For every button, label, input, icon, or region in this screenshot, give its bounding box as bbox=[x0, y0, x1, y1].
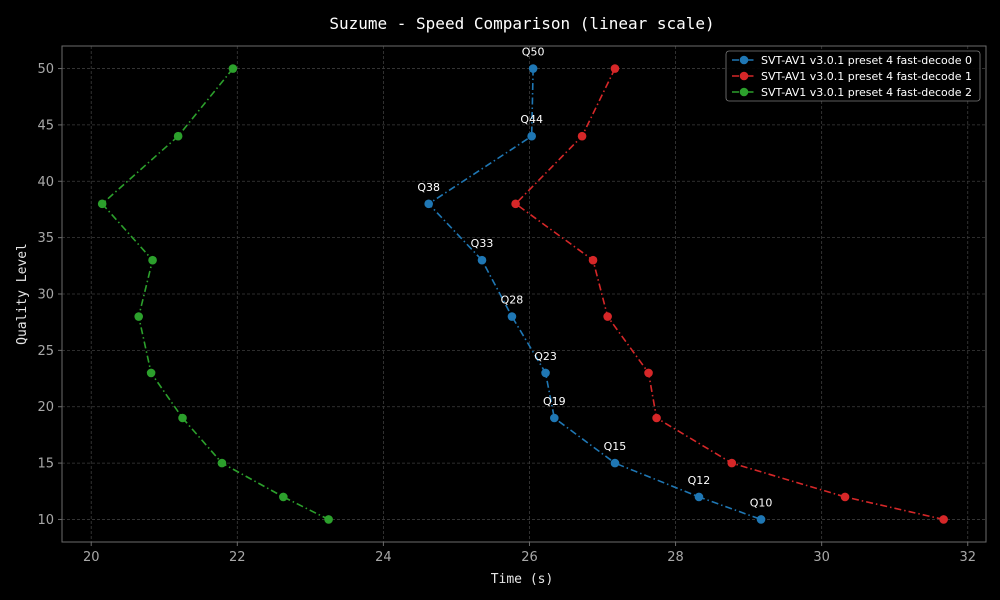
x-tick-label: 28 bbox=[667, 550, 684, 565]
series-line bbox=[101, 68, 329, 521]
data-point bbox=[644, 368, 653, 378]
series-0 bbox=[424, 64, 766, 524]
data-point bbox=[840, 492, 850, 502]
data-point bbox=[97, 199, 107, 209]
data-point bbox=[178, 413, 187, 423]
y-tick-label: 25 bbox=[37, 344, 54, 359]
x-tick-label: 20 bbox=[83, 550, 100, 565]
data-point bbox=[756, 515, 766, 524]
data-point bbox=[939, 515, 948, 524]
data-point bbox=[477, 255, 487, 265]
data-point bbox=[603, 312, 612, 321]
chart-title: Suzume - Speed Comparison (linear scale) bbox=[329, 14, 714, 33]
data-point bbox=[588, 255, 598, 265]
x-tick-label: 24 bbox=[375, 550, 392, 565]
data-point bbox=[550, 413, 559, 423]
data-point bbox=[324, 515, 333, 524]
data-point bbox=[217, 458, 227, 468]
data-point bbox=[541, 368, 550, 378]
data-point bbox=[610, 458, 620, 468]
legend-marker bbox=[739, 71, 749, 81]
data-point bbox=[146, 368, 156, 378]
data-point bbox=[610, 64, 620, 73]
legend-label: SVT-AV1 v3.0.1 preset 4 fast-decode 0 bbox=[761, 54, 972, 67]
y-tick-label: 50 bbox=[37, 62, 54, 77]
series-line bbox=[514, 68, 944, 521]
series-1 bbox=[511, 64, 948, 524]
data-point bbox=[424, 199, 433, 209]
legend: SVT-AV1 v3.0.1 preset 4 fast-decode 0 SVT… bbox=[725, 50, 981, 102]
legend-label: SVT-AV1 v3.0.1 preset 4 fast-decode 1 bbox=[761, 70, 972, 83]
series-line bbox=[427, 68, 762, 521]
data-point bbox=[134, 312, 143, 321]
data-point bbox=[507, 312, 517, 321]
point-annotation: Q23 bbox=[534, 350, 557, 363]
point-annotation: Q38 bbox=[417, 181, 440, 194]
point-annotation: Q10 bbox=[750, 496, 773, 509]
y-axis-label: Quality Level bbox=[15, 243, 30, 345]
annotation-layer: Q50 Q44 Q38 Q33 Q28 Q23 Q19 Q15 Q12 Q10 bbox=[417, 46, 772, 510]
legend-label: SVT-AV1 v3.0.1 preset 4 fast-decode 2 bbox=[761, 86, 972, 99]
data-point bbox=[727, 458, 737, 468]
data-point bbox=[279, 492, 288, 502]
series-2 bbox=[97, 64, 333, 524]
point-annotation: Q50 bbox=[522, 46, 545, 59]
y-tick-label: 45 bbox=[37, 118, 54, 133]
y-tick-label: 20 bbox=[37, 400, 54, 415]
series-layer bbox=[97, 64, 948, 524]
y-tick-label: 30 bbox=[37, 288, 54, 303]
data-point bbox=[228, 64, 238, 73]
legend-marker bbox=[739, 55, 749, 65]
point-annotation: Q19 bbox=[543, 395, 566, 408]
point-annotation: Q28 bbox=[501, 294, 524, 307]
x-axis-label: Time (s) bbox=[491, 572, 554, 587]
data-point bbox=[652, 413, 661, 423]
ticks-layer: 20 22 24 26 28 30 32 10 15 20 25 30 35 40 45 50 bbox=[37, 62, 976, 565]
x-tick-label: 30 bbox=[813, 550, 830, 565]
data-point bbox=[528, 64, 538, 73]
point-annotation: Q44 bbox=[520, 113, 543, 126]
legend-box bbox=[725, 50, 981, 102]
data-point bbox=[577, 131, 587, 141]
legend-marker bbox=[739, 87, 749, 97]
data-point bbox=[527, 131, 536, 141]
data-point bbox=[694, 492, 704, 502]
x-tick-label: 32 bbox=[959, 550, 976, 565]
data-point bbox=[148, 255, 157, 265]
data-point bbox=[511, 199, 520, 209]
point-annotation: Q15 bbox=[604, 440, 627, 453]
y-tick-label: 10 bbox=[37, 513, 54, 528]
y-tick-label: 40 bbox=[37, 175, 54, 190]
y-tick-label: 35 bbox=[37, 231, 54, 246]
point-annotation: Q12 bbox=[688, 474, 711, 487]
x-tick-label: 22 bbox=[229, 550, 246, 565]
y-tick-label: 15 bbox=[37, 457, 54, 472]
point-annotation: Q33 bbox=[471, 237, 494, 250]
data-point bbox=[173, 131, 183, 141]
x-tick-label: 26 bbox=[521, 550, 538, 565]
